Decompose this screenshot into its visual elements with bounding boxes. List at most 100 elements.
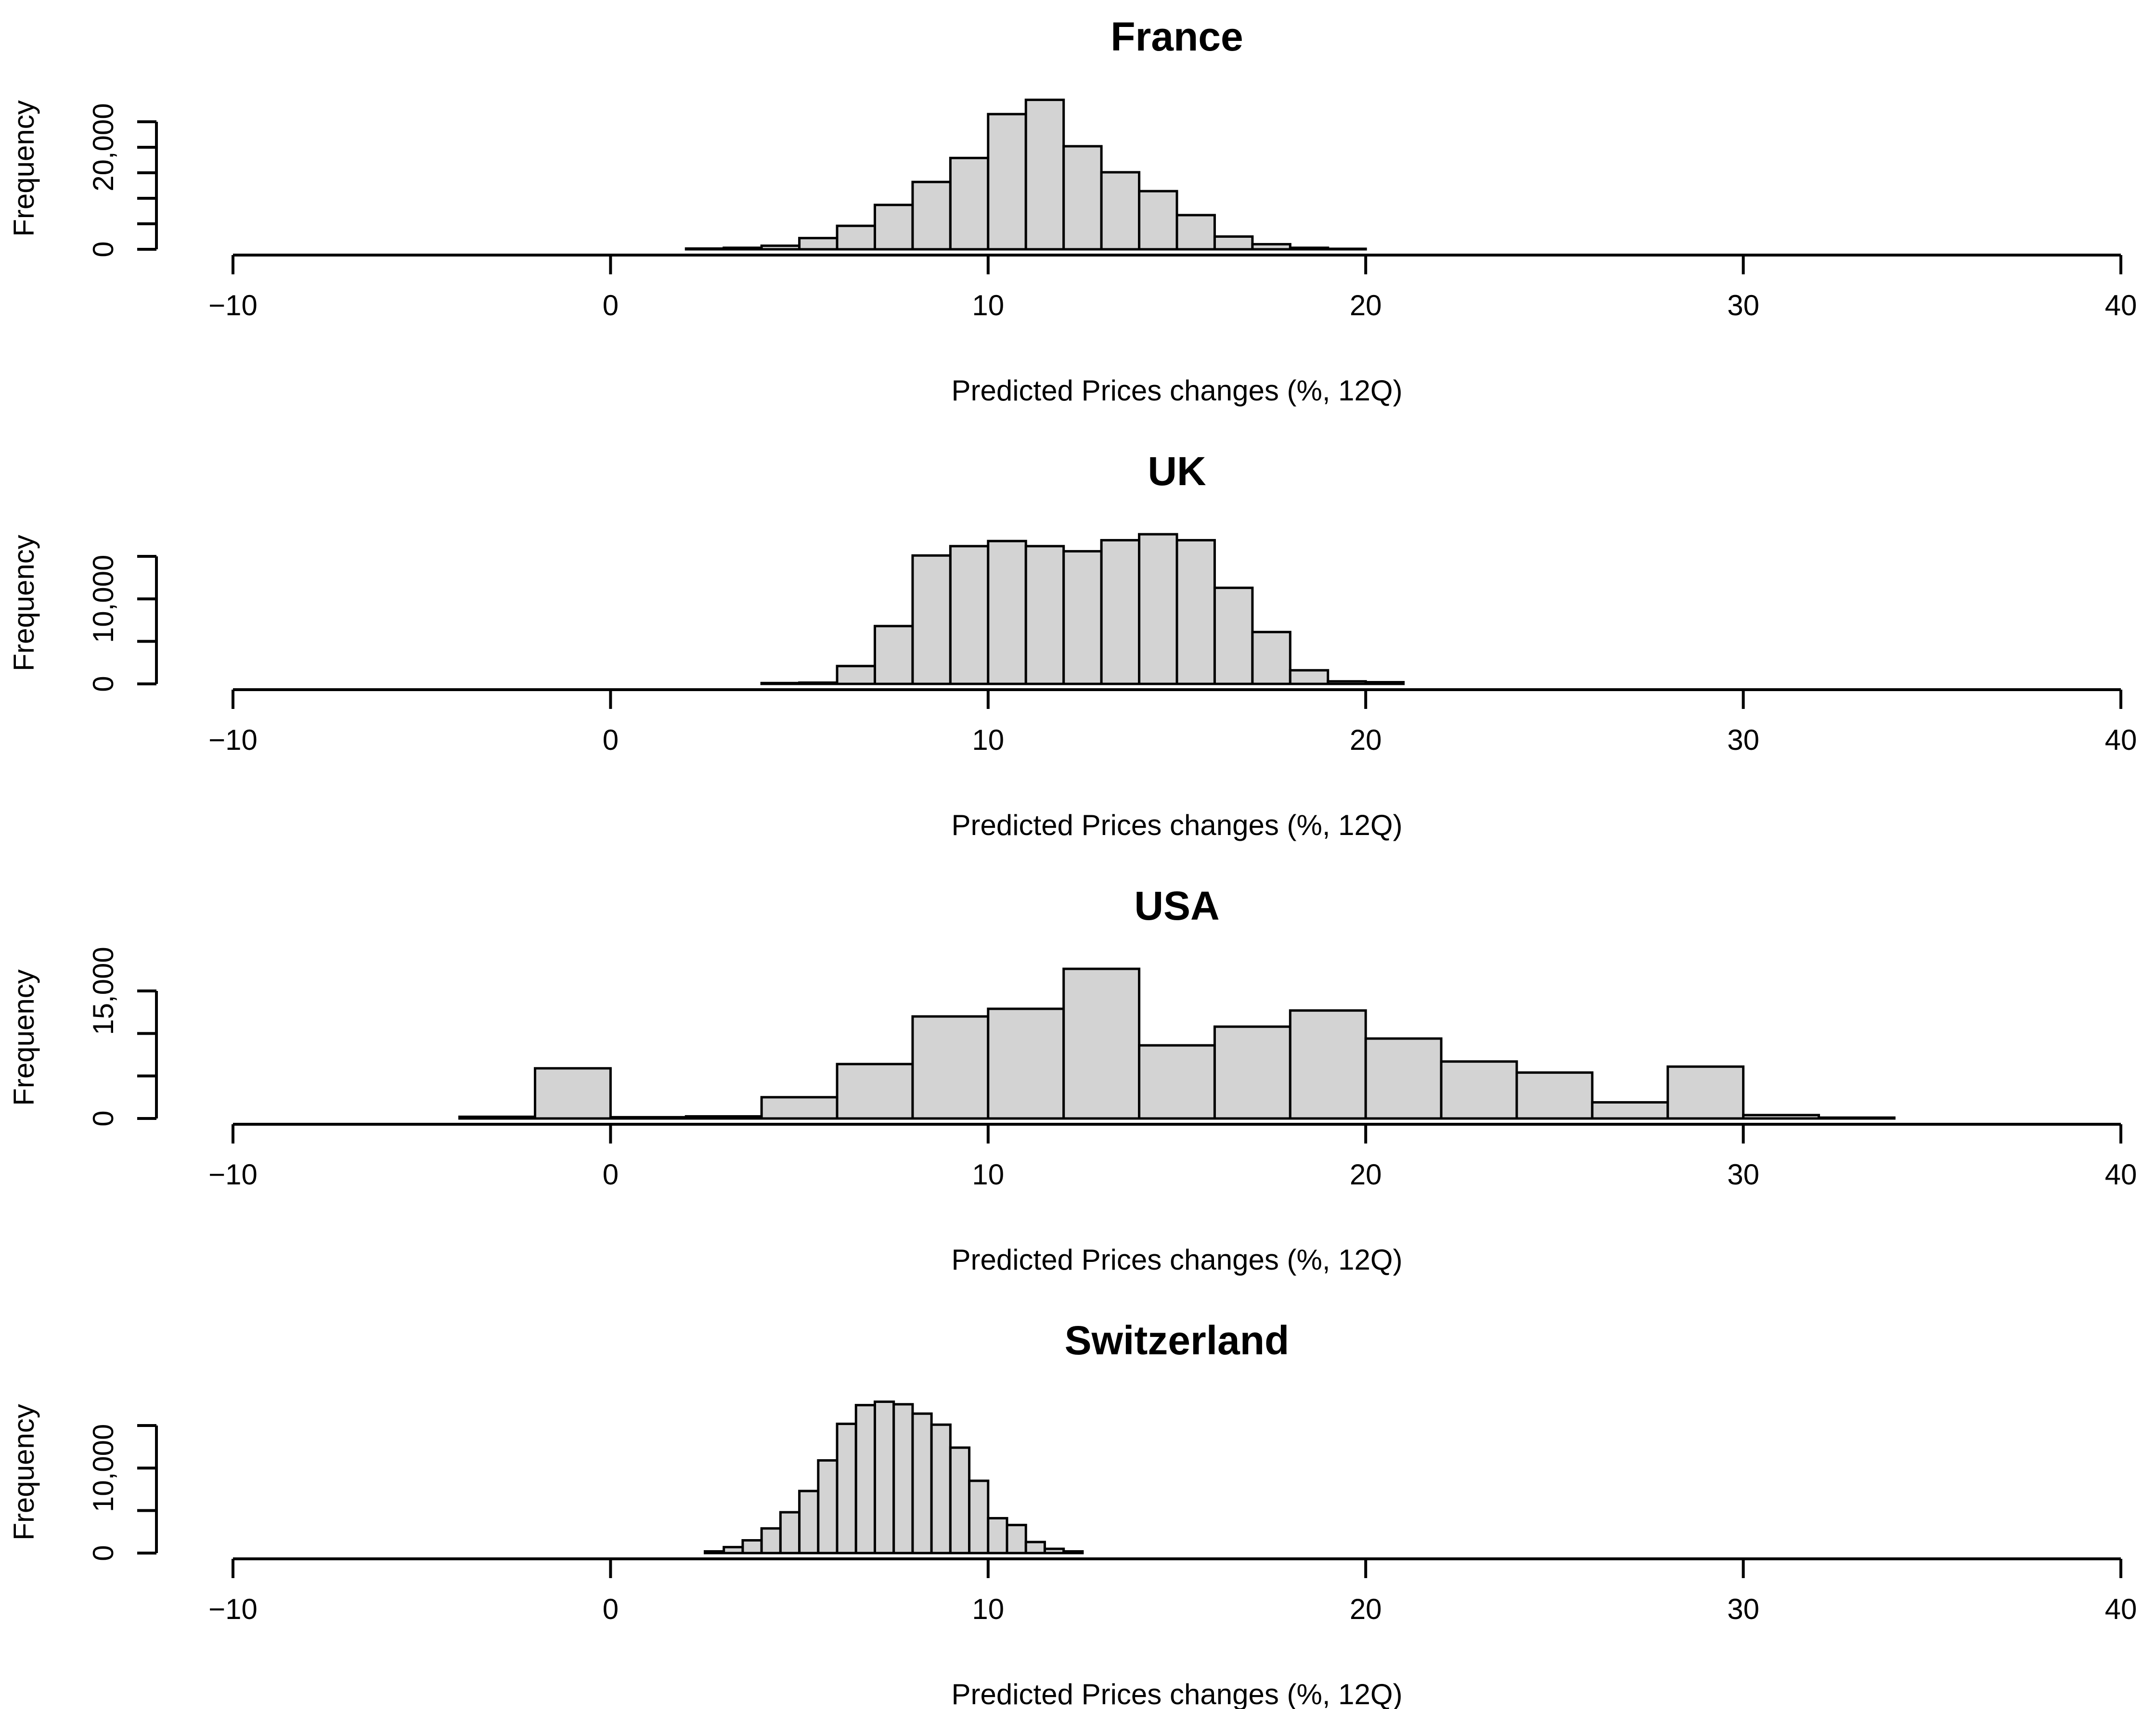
histogram-bar <box>1100 539 1141 685</box>
histogram-bar <box>854 1404 876 1555</box>
y-tick-label: 10,000 <box>87 1424 119 1513</box>
histogram-bar <box>836 665 876 685</box>
histogram-bar <box>1006 1524 1027 1555</box>
histogram-bar <box>534 1067 612 1120</box>
x-tick-label: 0 <box>603 724 619 756</box>
x-tick-label: 0 <box>603 1593 619 1625</box>
histogram-bar <box>779 1511 801 1555</box>
y-axis-label: Frequency <box>8 1404 40 1540</box>
x-axis: −10 0 10 20 30 40 <box>208 688 2137 756</box>
histogram-bar <box>1024 545 1065 685</box>
histogram-bar <box>1666 1065 1745 1120</box>
histogram-bars <box>704 1401 1084 1555</box>
panel-usa: USA Frequency Predicted Prices changes (… <box>8 883 2137 1276</box>
y-axis: 0 15,000 <box>87 947 158 1127</box>
histogram-bar <box>836 1063 914 1120</box>
x-tick-label: 30 <box>1727 289 1759 321</box>
histogram-bar <box>1138 1044 1216 1120</box>
y-tick-label: 0 <box>87 1110 119 1126</box>
histogram-bar <box>1043 1547 1065 1555</box>
y-tick-label: 20,000 <box>87 103 119 192</box>
histogram-bar <box>1364 1037 1443 1120</box>
panel-switzerland: Switzerland Frequency Predicted Prices c… <box>8 1318 2137 1709</box>
chart-title: USA <box>1134 883 1219 928</box>
x-tick-label: 0 <box>603 1158 619 1191</box>
histogram-bar <box>911 1412 933 1555</box>
histogram-bar <box>1515 1071 1594 1120</box>
histogram-bar <box>1742 1114 1820 1120</box>
histogram-bar <box>1138 190 1178 251</box>
histogram-bar <box>1289 669 1330 685</box>
x-tick-label: 20 <box>1350 724 1382 756</box>
panel-france: France Frequency Predicted Prices change… <box>8 14 2137 407</box>
x-axis-label: Predicted Prices changes (%, 12Q) <box>951 1678 1402 1709</box>
histogram-bar <box>704 1550 725 1555</box>
histogram-bar <box>458 1115 537 1120</box>
histogram-bar <box>1100 171 1141 251</box>
x-axis: −10 0 10 20 30 40 <box>208 1557 2137 1625</box>
histogram-bar <box>1175 539 1216 685</box>
y-tick-label: 10,000 <box>87 555 119 643</box>
histogram-bar <box>1440 1060 1518 1120</box>
histogram-bar <box>760 681 801 685</box>
x-tick-label: 30 <box>1727 1593 1759 1625</box>
histogram-bar <box>1591 1101 1669 1120</box>
x-axis: −10 0 10 20 30 40 <box>208 1123 2137 1191</box>
histogram-bar <box>968 1479 990 1555</box>
x-tick-label: 20 <box>1350 289 1382 321</box>
x-tick-label: 30 <box>1727 724 1759 756</box>
y-axis: 0 10,000 <box>87 1424 158 1561</box>
y-tick-label: 0 <box>87 241 119 257</box>
x-tick-label: 20 <box>1350 1593 1382 1625</box>
x-tick-label: 40 <box>2105 1593 2137 1625</box>
histogram-bar <box>798 681 839 685</box>
x-axis: −10 0 10 20 30 40 <box>208 254 2137 321</box>
histogram-bar <box>723 246 763 251</box>
chart-title: UK <box>1148 449 1206 494</box>
histogram-bar <box>1175 214 1216 251</box>
histogram-bar <box>1062 1550 1084 1555</box>
histogram-bar <box>1062 967 1141 1120</box>
histogram-bar <box>1213 235 1254 251</box>
histogram-bars <box>684 98 1367 251</box>
y-axis: 0 10,000 <box>87 555 158 692</box>
histogram-bars <box>458 967 1896 1120</box>
histogram-bar <box>741 1539 763 1555</box>
y-tick-label: 0 <box>87 1545 119 1561</box>
y-axis-label: Frequency <box>8 969 40 1105</box>
histogram-bar <box>684 1115 763 1120</box>
y-axis-label: Frequency <box>8 535 40 671</box>
histogram-bar <box>609 1116 687 1120</box>
x-tick-label: 0 <box>603 289 619 321</box>
histogram-bar <box>798 1490 820 1555</box>
histogram-bar <box>1024 98 1065 251</box>
x-tick-label: −10 <box>208 724 258 756</box>
histogram-bar <box>1251 630 1291 685</box>
x-tick-label: 40 <box>2105 1158 2137 1191</box>
x-tick-label: 10 <box>972 289 1004 321</box>
x-axis-label: Predicted Prices changes (%, 12Q) <box>951 809 1402 841</box>
histogram-bar <box>1213 1025 1291 1120</box>
x-tick-label: −10 <box>208 289 258 321</box>
histogram-bar <box>930 1423 952 1555</box>
histogram-bar <box>1289 1009 1367 1120</box>
histogram-bar <box>911 554 952 685</box>
x-tick-label: 40 <box>2105 724 2137 756</box>
histogram-bar <box>873 204 914 251</box>
histogram-bar <box>836 1422 857 1555</box>
histogram-bar <box>1062 145 1103 251</box>
histogram-bar <box>760 244 801 251</box>
x-tick-label: 40 <box>2105 289 2137 321</box>
x-axis-label: Predicted Prices changes (%, 12Q) <box>951 1244 1402 1276</box>
histogram-bar <box>873 1401 895 1555</box>
histogram-bar <box>949 1446 971 1555</box>
histogram-bars <box>760 533 1405 685</box>
histogram-bar <box>1024 1541 1046 1555</box>
histogram-bar <box>911 1015 990 1120</box>
x-tick-label: −10 <box>208 1593 258 1625</box>
y-axis: 0 20,000 <box>87 103 158 257</box>
histogram-bar <box>817 1459 839 1555</box>
histogram-bar <box>1327 680 1367 685</box>
histogram-bar <box>987 1007 1065 1120</box>
